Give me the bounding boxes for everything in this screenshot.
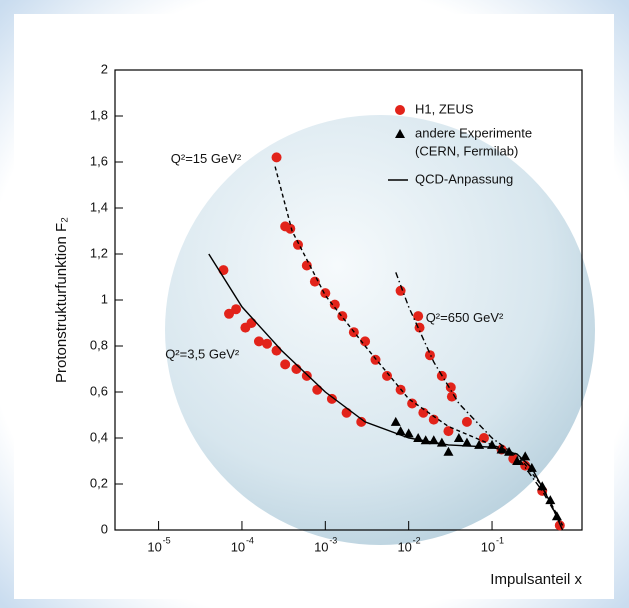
data-point xyxy=(520,451,531,461)
y-tick-label: 0,4 xyxy=(90,429,108,444)
y-tick-label: 0,2 xyxy=(90,475,108,490)
x-axis-label: Impulsanteil x xyxy=(490,571,582,588)
legend-label: H1, ZEUS xyxy=(415,101,474,116)
data-point xyxy=(407,398,418,409)
data-point xyxy=(390,416,401,426)
data-point xyxy=(478,433,489,443)
data-point xyxy=(443,426,454,437)
legend-label: andere Experimente xyxy=(415,125,532,140)
data-point xyxy=(461,416,472,427)
data-point xyxy=(453,433,464,442)
data-point xyxy=(545,495,556,505)
data-point xyxy=(461,437,472,447)
data-point xyxy=(512,456,523,465)
data-point xyxy=(301,260,312,271)
data-point xyxy=(424,350,435,361)
data-point xyxy=(403,428,414,438)
legend-marker xyxy=(395,129,405,138)
y-tick-label: 1,4 xyxy=(90,199,108,214)
x-tick-exponent: -3 xyxy=(329,535,337,545)
data-point xyxy=(285,223,296,234)
x-tick-label: 10 xyxy=(231,539,245,554)
data-point xyxy=(271,345,282,356)
y-tick-label: 0 xyxy=(101,521,108,536)
data-point xyxy=(309,276,320,287)
data-point xyxy=(356,416,367,427)
data-point xyxy=(329,299,340,310)
y-tick-label: 2 xyxy=(101,61,108,76)
data-point xyxy=(246,318,257,328)
qcd-fit-line xyxy=(208,253,564,531)
data-point xyxy=(395,285,406,296)
data-point xyxy=(280,359,291,370)
qcd-fit-line xyxy=(274,166,564,526)
data-point xyxy=(395,426,406,436)
data-point xyxy=(320,288,331,299)
data-point xyxy=(218,265,229,276)
data-point xyxy=(413,311,424,322)
qcd-fit-line xyxy=(395,272,564,526)
legend-label: QCD-Anpassung xyxy=(415,171,513,186)
x-tick-label: 10 xyxy=(147,539,161,554)
x-tick-label: 10 xyxy=(314,539,328,554)
data-point xyxy=(418,407,429,418)
data-point xyxy=(360,336,371,347)
data-point xyxy=(262,338,273,349)
x-tick-exponent: -4 xyxy=(246,535,254,545)
x-tick-label: 10 xyxy=(481,539,495,554)
data-point xyxy=(231,304,242,315)
y-tick-label: 1,2 xyxy=(90,245,108,260)
data-point xyxy=(271,152,282,163)
legend-label: (CERN, Fermilab) xyxy=(415,143,518,158)
annotation: Q²=3,5 GeV² xyxy=(165,347,240,362)
data-point xyxy=(443,446,454,456)
y-axis-label: Protonstrukturfunktion F₂ xyxy=(53,217,70,383)
data-point xyxy=(312,384,323,395)
y-tick-label: 1 xyxy=(101,291,108,306)
x-tick-exponent: -2 xyxy=(413,535,421,545)
data-point xyxy=(341,407,352,418)
data-point xyxy=(446,391,457,402)
x-tick-exponent: -5 xyxy=(163,535,171,545)
data-point xyxy=(301,370,312,381)
annotation: Q²=15 GeV² xyxy=(171,151,242,166)
proton-sphere xyxy=(165,115,595,545)
data-point xyxy=(253,336,264,347)
data-point xyxy=(382,370,393,381)
annotation: Q²=650 GeV² xyxy=(426,310,504,325)
data-point xyxy=(337,311,348,322)
y-tick-label: 0,8 xyxy=(90,337,108,352)
y-tick-label: 0,6 xyxy=(90,383,108,398)
y-tick-label: 1,6 xyxy=(90,153,108,168)
x-tick-exponent: -1 xyxy=(496,535,504,545)
data-point xyxy=(326,393,337,404)
x-tick-label: 10 xyxy=(397,539,411,554)
legend-marker xyxy=(395,105,405,115)
data-point xyxy=(428,414,439,425)
y-tick-label: 1,8 xyxy=(90,107,108,122)
